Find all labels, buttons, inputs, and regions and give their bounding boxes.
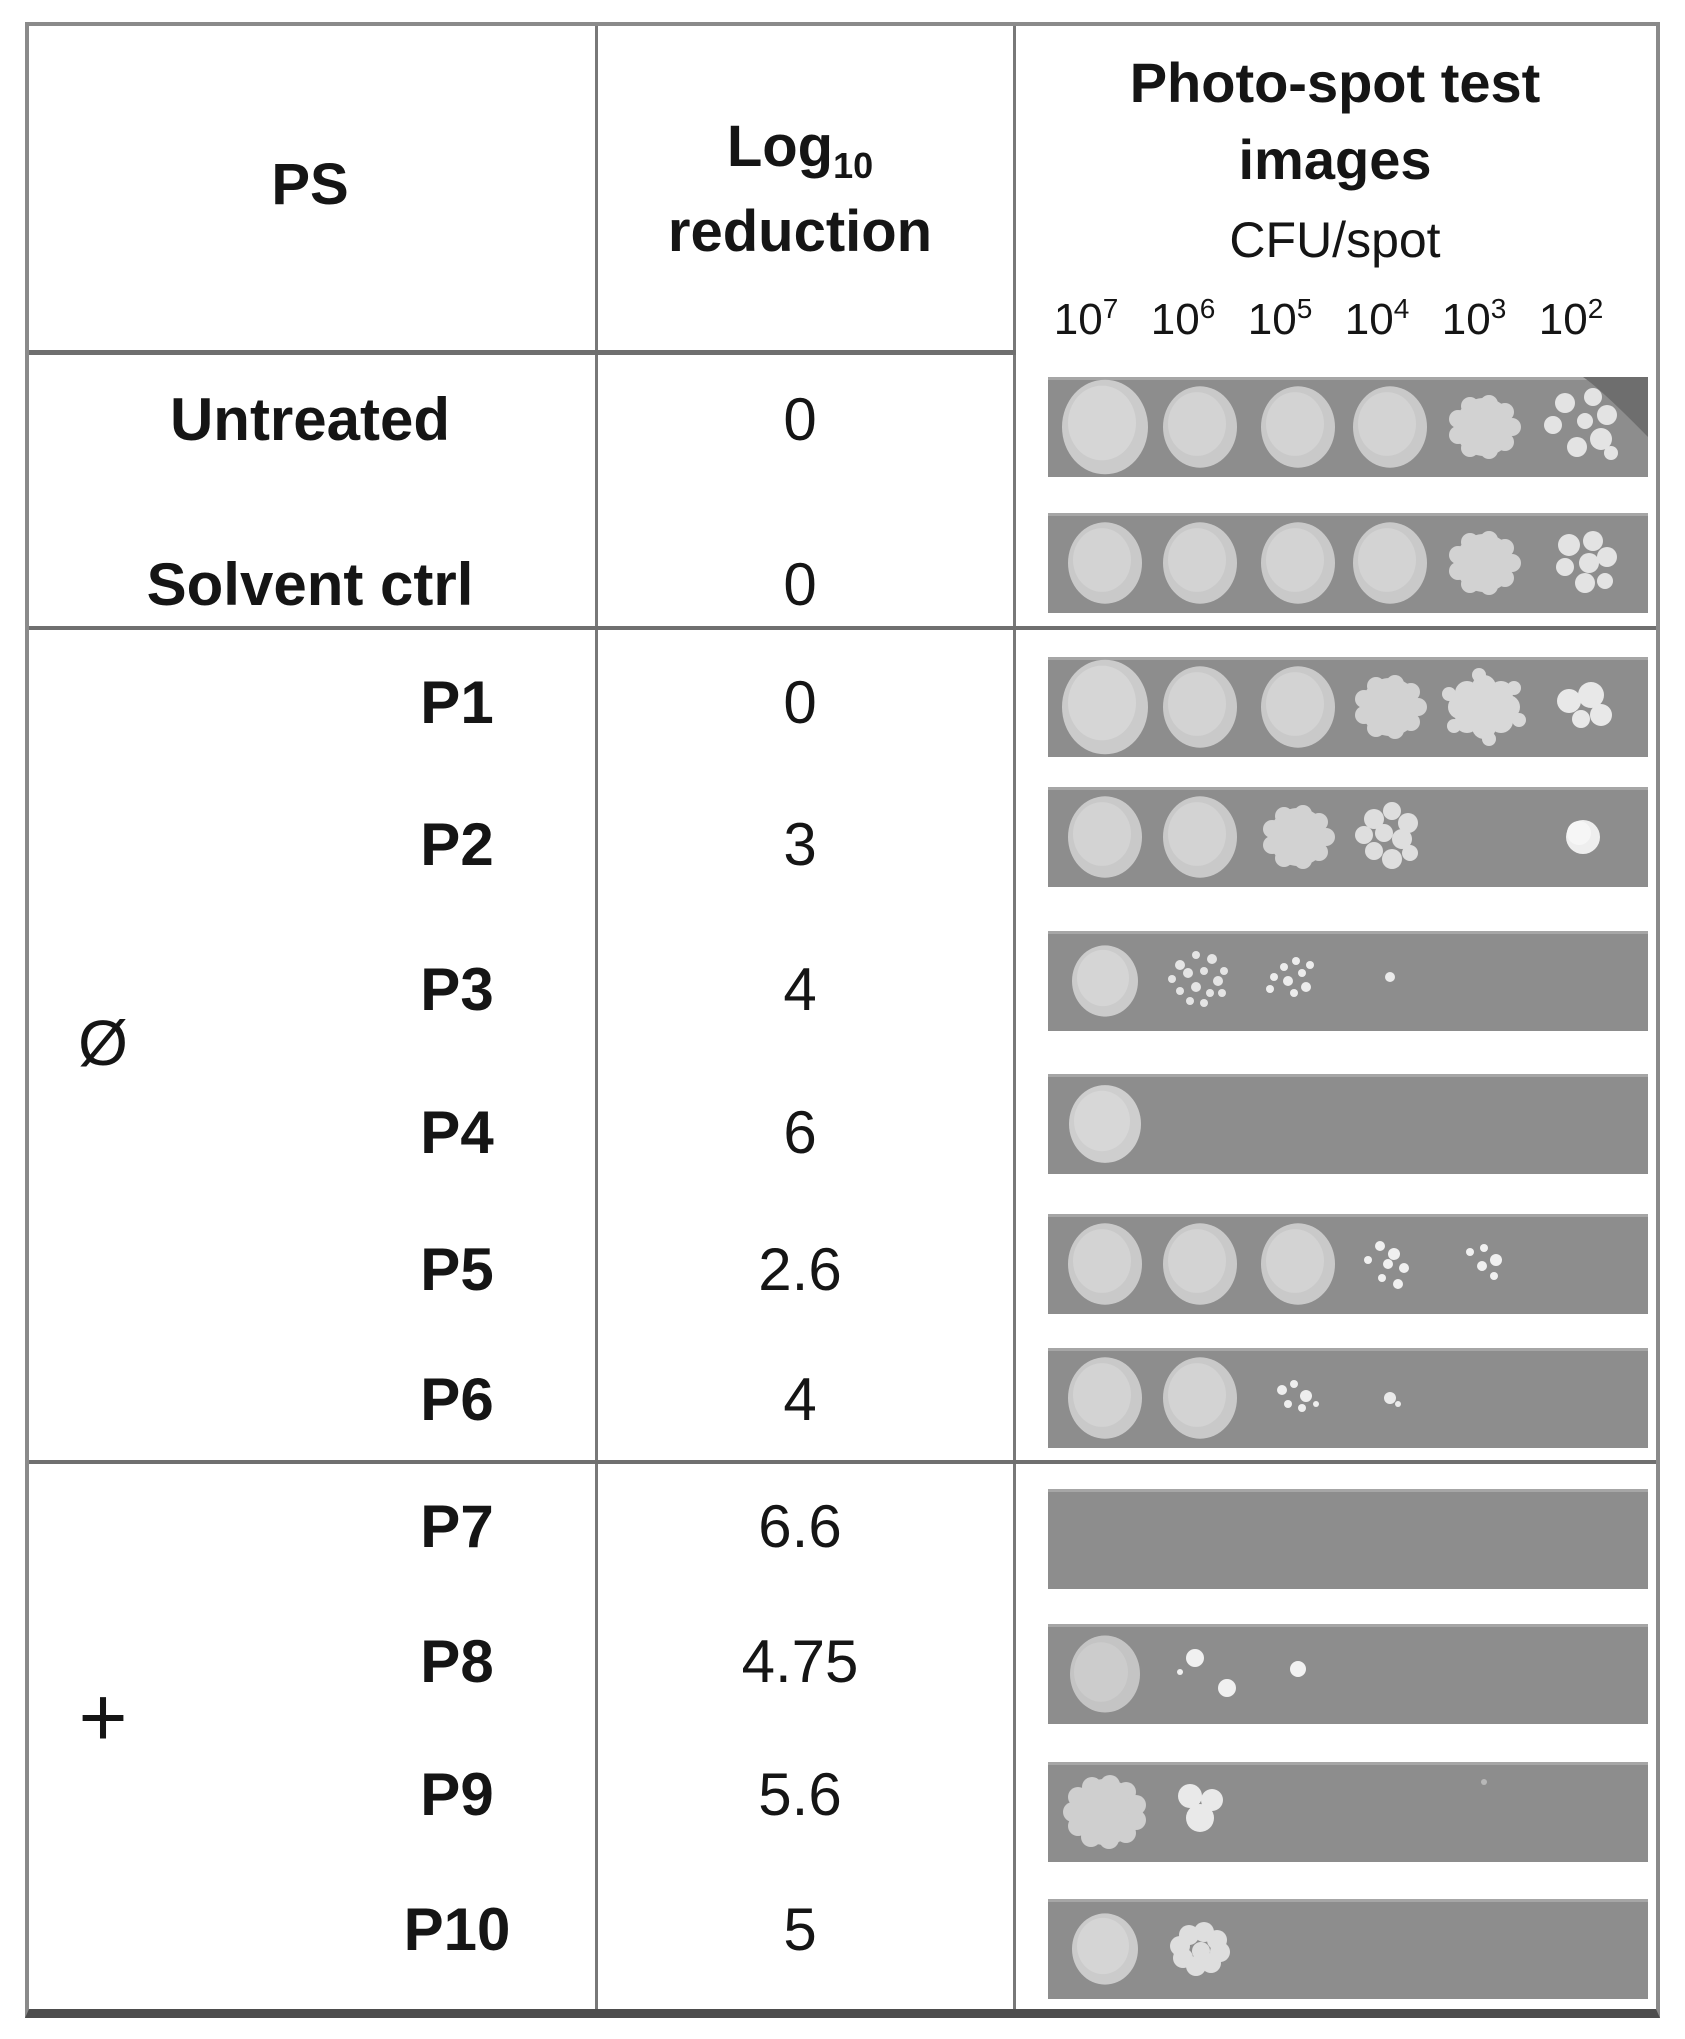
column-divider bbox=[595, 26, 598, 2009]
dilution-base: 10 bbox=[1247, 295, 1297, 344]
log-reduction-value: 4 bbox=[783, 956, 817, 1023]
dilution-base: 10 bbox=[1053, 295, 1103, 344]
log-base: Log bbox=[726, 114, 834, 179]
spot-strip bbox=[1048, 513, 1648, 613]
dilution-label: 102 bbox=[1538, 293, 1604, 345]
dilution-label: 104 bbox=[1344, 293, 1410, 345]
ps-label: P5 bbox=[420, 1236, 494, 1303]
log-reduction-value: 5 bbox=[783, 1896, 817, 1963]
spot-strip bbox=[1048, 931, 1648, 1031]
spot-strip bbox=[1048, 1899, 1648, 1999]
dilution-label: 103 bbox=[1441, 293, 1507, 345]
column-header-reduction: reduction bbox=[667, 199, 933, 264]
dilution-label: 107 bbox=[1053, 293, 1119, 345]
column-header-images-line2: images bbox=[1238, 128, 1432, 191]
group-symbol-dark: Ø bbox=[78, 1007, 128, 1079]
log-reduction-value: 4.75 bbox=[741, 1628, 859, 1695]
cfu-per-spot-label: CFU/spot bbox=[1229, 212, 1441, 268]
log-reduction-value: 4 bbox=[783, 1366, 817, 1433]
log-reduction-value: 0 bbox=[783, 669, 817, 736]
spot-strip bbox=[1048, 1348, 1648, 1448]
log-subscript: 10 bbox=[833, 145, 874, 186]
section-divider bbox=[29, 1460, 1656, 1464]
spot-strip bbox=[1048, 1214, 1648, 1314]
spot-strip bbox=[1048, 377, 1648, 477]
ps-label: P6 bbox=[420, 1366, 494, 1433]
log-reduction-value: 6.6 bbox=[758, 1493, 842, 1560]
ps-label: P10 bbox=[403, 1896, 511, 1963]
ps-label: Solvent ctrl bbox=[146, 551, 474, 618]
ps-label: P8 bbox=[420, 1628, 494, 1695]
dilution-label: 105 bbox=[1247, 293, 1313, 345]
dilution-label: 106 bbox=[1150, 293, 1216, 345]
log-reduction-value: 6 bbox=[783, 1099, 817, 1166]
spot-strip bbox=[1048, 657, 1648, 757]
column-divider bbox=[1013, 26, 1016, 2009]
dilution-exponent: 6 bbox=[1199, 293, 1216, 324]
dilution-base: 10 bbox=[1150, 295, 1200, 344]
dilution-base: 10 bbox=[1344, 295, 1394, 344]
section-divider bbox=[29, 626, 1656, 630]
ps-label: P4 bbox=[420, 1099, 494, 1166]
dilution-exponent: 3 bbox=[1490, 293, 1507, 324]
dilution-exponent: 2 bbox=[1587, 293, 1604, 324]
spot-strip bbox=[1048, 787, 1648, 887]
ps-label: P1 bbox=[420, 669, 494, 736]
ps-label: P2 bbox=[420, 811, 494, 878]
log-reduction-value: 5.6 bbox=[758, 1761, 842, 1828]
group-symbol-light: + bbox=[78, 1670, 128, 1764]
spot-strip bbox=[1048, 1489, 1648, 1589]
ps-label: Untreated bbox=[169, 386, 451, 453]
spot-strip bbox=[1048, 1762, 1648, 1862]
dilution-exponent: 4 bbox=[1393, 293, 1410, 324]
log-reduction-value: 2.6 bbox=[758, 1236, 842, 1303]
dilution-exponent: 5 bbox=[1296, 293, 1313, 324]
ps-label: P9 bbox=[420, 1761, 494, 1828]
ps-label: P7 bbox=[420, 1493, 494, 1560]
results-table: PS Log10 reduction Photo-spot test image… bbox=[25, 22, 1660, 2018]
header-divider bbox=[29, 350, 1016, 355]
log-reduction-value: 3 bbox=[783, 811, 817, 878]
spot-strip bbox=[1048, 1074, 1648, 1174]
column-header-ps: PS bbox=[271, 152, 349, 217]
column-header-images-line1: Photo-spot test bbox=[1129, 51, 1541, 114]
log-reduction-value: 0 bbox=[783, 551, 817, 618]
log-reduction-value: 0 bbox=[783, 386, 817, 453]
column-header-log: Log10 bbox=[727, 118, 873, 184]
spot-strip bbox=[1048, 1624, 1648, 1724]
dilution-exponent: 7 bbox=[1102, 293, 1119, 324]
dilution-base: 10 bbox=[1538, 295, 1588, 344]
dilution-base: 10 bbox=[1441, 295, 1491, 344]
ps-label: P3 bbox=[420, 956, 494, 1023]
